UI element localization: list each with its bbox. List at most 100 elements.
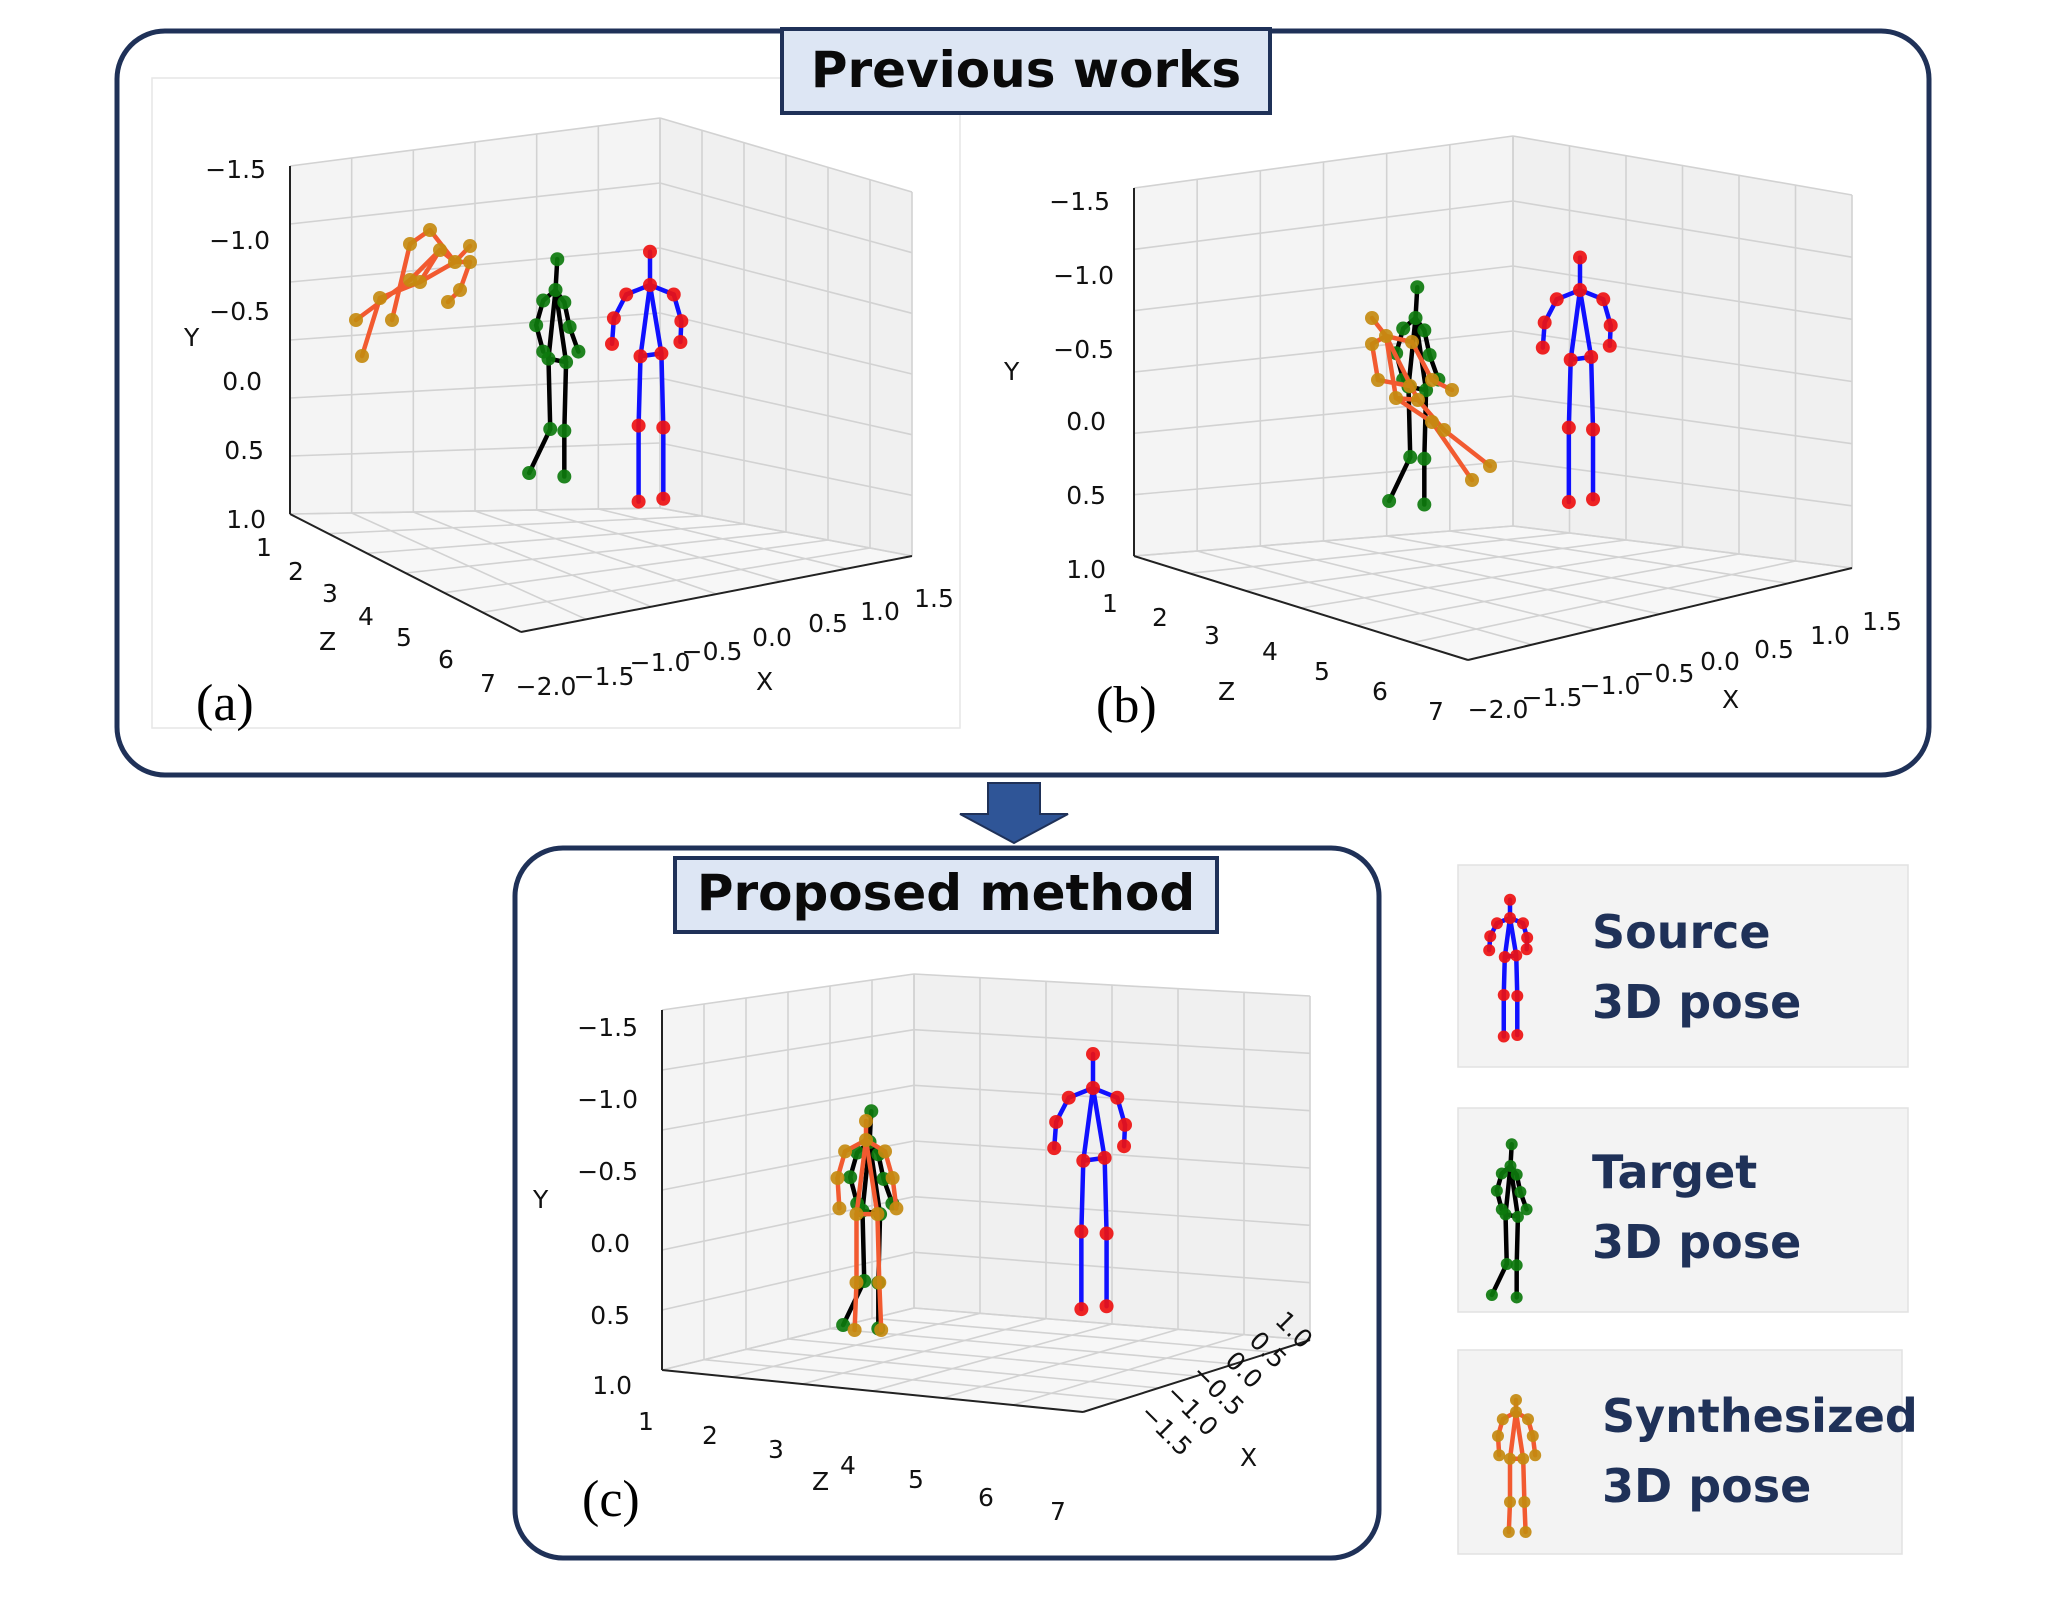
x-axis-line <box>1467 567 1853 661</box>
pose-joint <box>619 287 634 302</box>
down-arrow <box>959 782 1069 845</box>
legend: Source 3D pose Target 3D pose Synthesize… <box>1457 864 1918 1555</box>
pose-bone <box>867 1139 883 1217</box>
y-tick-label: −1.0 <box>577 1085 638 1114</box>
pose-bone <box>647 282 664 356</box>
pose-joint <box>541 351 556 366</box>
pose-joint <box>1510 1259 1523 1272</box>
pose-joint <box>1422 347 1437 362</box>
pose-joint <box>1529 1449 1542 1462</box>
pose-joint <box>1511 1210 1524 1223</box>
pose-joint <box>1500 1257 1513 1270</box>
pose-joint <box>1510 949 1523 962</box>
z-tick-label: 7 <box>1050 1497 1066 1526</box>
z-tick-label: 3 <box>768 1435 784 1464</box>
source-pose-icon <box>1483 893 1534 1043</box>
pose-joint <box>1510 1394 1522 1406</box>
panel-a-x-axis-label: X <box>756 667 773 696</box>
y-tick-label: −1.0 <box>209 226 270 255</box>
z-tick-label: 4 <box>1262 637 1278 666</box>
panel-b-poses <box>1365 250 1618 512</box>
pose-joint <box>633 349 648 364</box>
x-tick-label: 1.0 <box>1810 621 1850 650</box>
pose-joint <box>550 252 565 267</box>
previous-works-title: Previous works <box>811 41 1241 99</box>
pose-joint <box>1511 990 1524 1002</box>
pose-bone <box>877 1280 884 1333</box>
z-tick-label: 6 <box>1372 677 1388 706</box>
pose-joint <box>1049 1114 1064 1129</box>
pose-bone <box>1079 1158 1086 1234</box>
pose-joint <box>1504 912 1516 924</box>
pose-bone <box>1393 395 1435 425</box>
z-axis-line <box>289 513 522 633</box>
x-tick-label: 1.5 <box>1862 607 1902 636</box>
pose-joint <box>1520 943 1533 956</box>
synth-pose <box>1365 311 1497 487</box>
pose-joint <box>643 244 657 259</box>
x-tick-label: −1.5 <box>574 662 635 691</box>
pose-bone <box>1422 387 1429 462</box>
pose-joint <box>557 295 572 310</box>
pose-joint <box>1535 340 1550 355</box>
pose-joint <box>885 1171 900 1185</box>
x-tick-label: 1.5 <box>914 584 954 613</box>
panel-a-z-axis-label: Z <box>319 627 336 656</box>
panel-b-y-axis-label: Y <box>1003 357 1020 386</box>
grid-line <box>659 507 913 557</box>
pose-joint <box>1517 1452 1530 1465</box>
legend-source-line1: Source <box>1592 905 1771 959</box>
pose-bone <box>526 426 553 476</box>
pose-joint <box>1465 473 1479 487</box>
z-tick-label: 5 <box>396 623 412 652</box>
pose-joint <box>1497 1030 1510 1043</box>
pose-joint <box>1510 1168 1523 1181</box>
grid-line <box>913 1307 1311 1341</box>
pose-joint <box>1061 1090 1076 1105</box>
panel-c-z-axis-label: Z <box>812 1467 829 1496</box>
legend-item-synthesized: Synthesized 3D pose <box>1457 1349 1918 1555</box>
y-tick-label: 0.5 <box>224 436 264 465</box>
pose-bone <box>1406 315 1418 389</box>
pose-joint <box>605 336 619 351</box>
grid-line <box>289 507 661 515</box>
pose-joint <box>1076 1153 1091 1168</box>
pose-bone <box>562 359 569 434</box>
pose-joint <box>1561 420 1576 435</box>
y-tick-label: −0.5 <box>1053 335 1114 364</box>
pose-joint <box>1596 292 1611 307</box>
pose-joint <box>1504 893 1516 906</box>
target-pose <box>522 252 586 484</box>
pose-joint <box>1086 1047 1100 1062</box>
z-tick-label: 3 <box>1204 621 1220 650</box>
legend-target-line2: 3D pose <box>1592 1215 1801 1269</box>
pose-bone <box>1501 954 1508 998</box>
pose-joint <box>536 293 551 308</box>
pose-joint <box>1110 1090 1125 1105</box>
proposed-method-title: Proposed method <box>697 864 1195 922</box>
target-pose-icon <box>1485 1138 1533 1304</box>
pose-bone <box>1568 287 1583 362</box>
z-tick-label: 2 <box>288 557 304 586</box>
pose-joint <box>433 243 447 257</box>
pose-joint <box>1492 1430 1504 1442</box>
pose-joint <box>1389 391 1403 405</box>
pose-joint <box>1485 1288 1498 1301</box>
pose-joint <box>1573 283 1587 297</box>
z-tick-label: 6 <box>978 1483 994 1512</box>
pose-bone <box>553 287 569 365</box>
pose-joint <box>562 319 577 334</box>
pose-joint <box>1511 1029 1524 1041</box>
x-tick-label: −2.0 <box>516 672 577 701</box>
y-tick-label: −1.0 <box>1053 261 1114 290</box>
pose-bone <box>1513 1409 1526 1462</box>
pose-joint <box>849 1207 864 1222</box>
pose-joint <box>1117 1139 1132 1154</box>
y-tick-label: −1.5 <box>205 155 266 184</box>
pose-bone <box>1386 454 1413 504</box>
pose-joint <box>1483 944 1496 957</box>
pose-bone <box>638 282 653 359</box>
